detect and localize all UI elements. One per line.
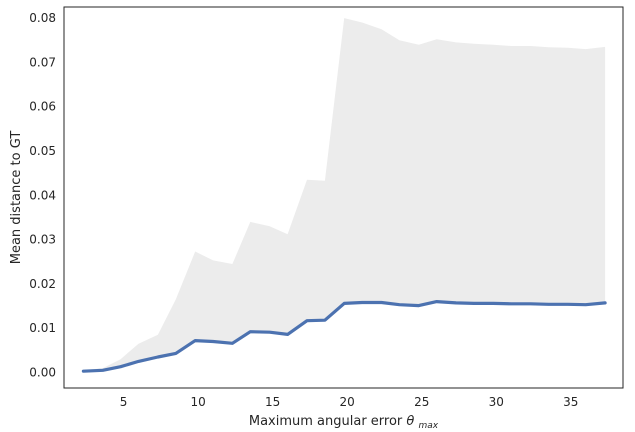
y-tick-label: 0.00 <box>29 366 56 380</box>
y-tick-label: 0.01 <box>29 321 56 335</box>
x-axis-label-symbol: θ <box>406 414 414 429</box>
x-tick-label: 5 <box>120 395 128 409</box>
y-tick-label: 0.03 <box>29 233 56 247</box>
x-axis-label: Maximum angular error θ max <box>249 414 439 431</box>
y-tick-labels: 0.00 0.01 0.02 0.03 0.04 0.05 0.06 0.07 0.08 <box>29 11 56 379</box>
y-tick-label: 0.06 <box>29 100 56 114</box>
uncertainty-band-layer <box>83 18 606 372</box>
y-axis-label: Mean distance to GT <box>9 131 24 265</box>
x-tick-labels: 5 10 15 20 25 30 35 <box>120 395 579 409</box>
y-tick-label: 0.07 <box>29 55 56 69</box>
x-tick-label: 15 <box>265 395 280 409</box>
y-tick-label: 0.08 <box>29 11 56 25</box>
series-line-layer <box>81 300 607 373</box>
x-tick-label: 10 <box>191 395 206 409</box>
uncertainty-band <box>83 18 606 372</box>
axes-frame <box>63 6 624 389</box>
plot-frame <box>63 6 624 389</box>
x-axis-label-text: Maximum angular error <box>249 414 407 429</box>
x-tick-label: 35 <box>563 395 578 409</box>
x-axis-label-subscript: max <box>419 421 439 431</box>
x-tick-label: 25 <box>414 395 429 409</box>
y-tick-label: 0.02 <box>29 277 56 291</box>
x-tick-label: 20 <box>340 395 355 409</box>
y-tick-label: 0.04 <box>29 188 56 202</box>
y-tick-label: 0.05 <box>29 144 56 158</box>
x-tick-label: 30 <box>489 395 504 409</box>
series-line <box>81 300 607 373</box>
